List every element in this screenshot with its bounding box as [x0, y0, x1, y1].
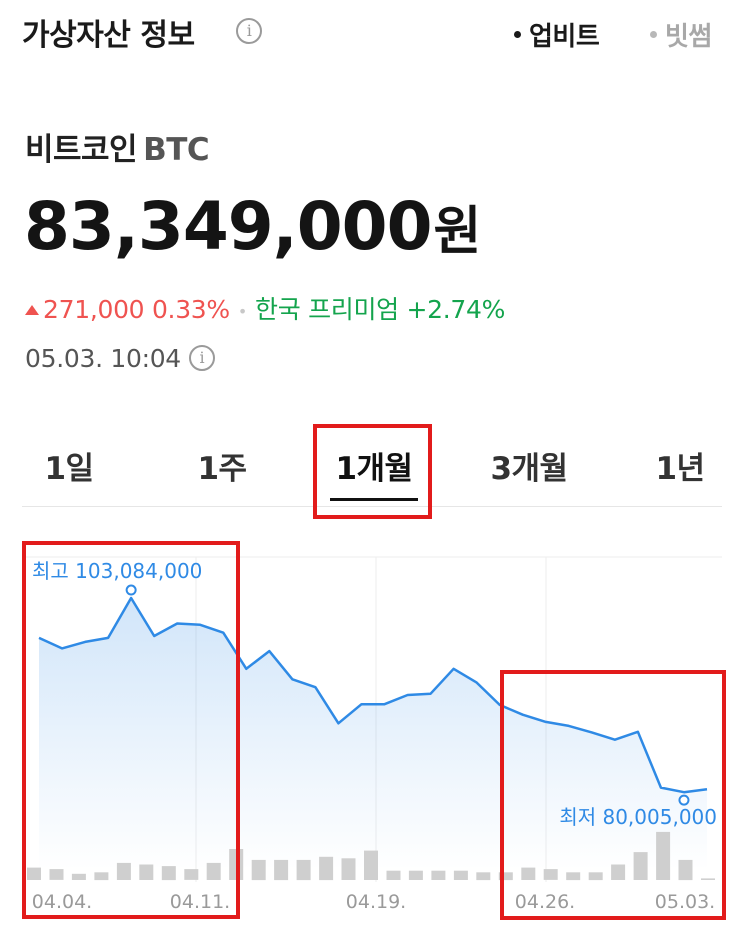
x-tick-label: 04.11. — [170, 891, 230, 913]
change-amount: 271,000 — [43, 295, 145, 324]
chart-highlight-left — [22, 541, 240, 919]
coin-name-text: 비트코인 — [25, 132, 138, 168]
timestamp: 05.03. 10:04 — [25, 344, 181, 373]
price-value: 83,349,000 — [24, 188, 433, 265]
volume-bar — [701, 878, 715, 880]
volume-bar — [633, 852, 648, 880]
coin-symbol: BTC — [143, 132, 210, 168]
chart-highlight-right — [500, 670, 726, 920]
up-triangle-icon — [25, 305, 39, 315]
info-icon[interactable]: i — [236, 18, 262, 44]
volume-bar — [611, 864, 626, 880]
volume-bar — [116, 862, 131, 880]
volume-bar — [656, 831, 671, 880]
tab-3-months[interactable]: 3개월 — [490, 451, 568, 487]
volume-bar — [251, 859, 266, 881]
tab-1-month[interactable]: 1개월 — [335, 451, 413, 487]
volume-bar — [431, 870, 446, 880]
separator-dot: • — [237, 301, 248, 321]
tab-highlight-box — [313, 424, 432, 519]
premium-value: +2.74% — [406, 295, 506, 324]
low-price-label: 최저 80,005,000 — [559, 805, 717, 829]
volume-bar — [49, 869, 64, 880]
low-point-marker — [678, 794, 690, 806]
price-change-row: 271,000 0.33% • 한국 프리미엄 +2.74% — [25, 290, 505, 326]
volume-bar — [27, 867, 41, 880]
coin-name: 비트코인 BTC — [25, 124, 210, 169]
timestamp-row: 05.03. 10:04 i — [25, 344, 215, 373]
extreme-markers — [125, 584, 690, 806]
selected-dot-icon — [514, 31, 521, 38]
volume-bar — [94, 872, 109, 881]
tabs-divider — [22, 506, 722, 507]
price-line — [38, 596, 708, 794]
volume-bar — [588, 872, 603, 881]
page-title: 가상자산 정보 i — [22, 10, 262, 54]
volume-bar — [71, 873, 86, 880]
price-area — [39, 598, 707, 870]
volume-bar — [678, 859, 693, 881]
unselected-dot-icon — [650, 31, 657, 38]
volume-bars — [27, 831, 715, 881]
tab-1-year[interactable]: 1년 — [655, 451, 705, 487]
volume-bar — [296, 859, 311, 881]
high-point-marker — [125, 584, 137, 596]
volume-bar — [386, 870, 401, 880]
tab-1-week[interactable]: 1주 — [197, 451, 247, 487]
volume-bar — [566, 872, 581, 881]
volume-bar — [274, 859, 289, 881]
active-tab-indicator — [330, 498, 418, 501]
exchange-tab-bithumb[interactable]: 빗썸 — [650, 16, 712, 53]
volume-bar — [453, 870, 468, 880]
timestamp-info-icon[interactable]: i — [188, 345, 215, 371]
volume-bar — [476, 872, 491, 881]
korea-premium: 한국 프리미엄 +2.74% — [255, 295, 505, 324]
x-axis-labels: 04.04. 04.11. 04.19. 04.26. 05.03. — [32, 891, 715, 913]
x-tick-label: 04.04. — [32, 891, 92, 913]
volume-bar — [206, 862, 221, 880]
x-tick-label: 05.03. — [655, 891, 715, 913]
x-tick-label: 04.19. — [346, 891, 406, 913]
exchange-label-upbit: 업비트 — [529, 22, 600, 52]
volume-bar — [319, 856, 334, 881]
exchange-tab-upbit[interactable]: 업비트 — [514, 16, 600, 53]
current-price: 83,349,000원 — [24, 188, 482, 265]
volume-bar — [364, 850, 378, 880]
high-price-label: 최고 103,084,000 — [32, 559, 202, 583]
volume-bar — [139, 864, 154, 880]
volume-bar — [184, 869, 199, 880]
x-tick-label: 04.26. — [515, 891, 575, 913]
price-unit: 원 — [433, 202, 482, 262]
price-chart: 최고 103,084,000 최저 80,005,000 04.04. 04.11… — [22, 556, 722, 913]
volume-bar — [341, 858, 356, 880]
volume-bar — [521, 867, 536, 880]
page-title-text: 가상자산 정보 — [22, 18, 195, 53]
volume-bar — [543, 869, 558, 880]
volume-bar — [161, 866, 176, 881]
volume-bar — [498, 872, 513, 881]
price-change: 271,000 0.33% — [25, 295, 230, 324]
premium-label: 한국 프리미엄 — [255, 295, 399, 324]
change-percent: 0.33% — [151, 295, 230, 324]
volume-bar — [408, 870, 423, 880]
tab-1-day[interactable]: 1일 — [44, 451, 94, 487]
exchange-label-bithumb: 빗썸 — [665, 22, 712, 52]
